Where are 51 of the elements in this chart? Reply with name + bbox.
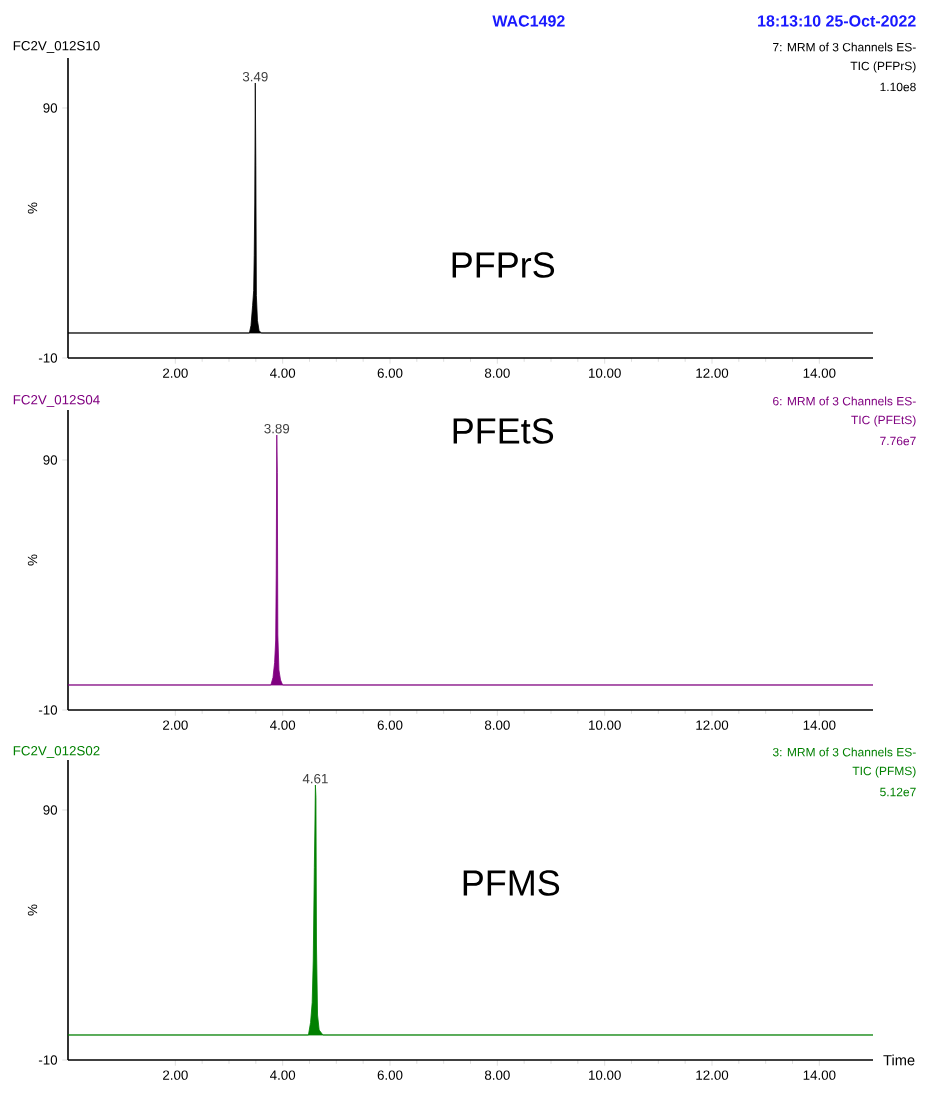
text: 6: MRM of 3 Channels ES- <box>773 396 916 406</box>
chart-subtitle: FC2V_012S02 <box>13 746 100 758</box>
x-tick-label: 6.00 <box>377 368 403 378</box>
annotation: 4.61 <box>302 773 328 784</box>
y-axis-title: % <box>27 904 38 916</box>
x-tick-label: 10.00 <box>589 1070 621 1080</box>
x-tick-label: 12.00 <box>696 1070 729 1080</box>
y-tick-label: 90 <box>43 103 58 113</box>
x-tick-label: 4.00 <box>270 1070 296 1080</box>
text: 7: MRM of 3 Channels ES- <box>773 42 916 52</box>
y-tick-label: -10 <box>38 705 58 715</box>
x-axis-title: Time <box>883 1054 915 1066</box>
chart-title: PFEtS <box>453 418 554 444</box>
x-tick-label: 2.00 <box>163 368 188 378</box>
x-tick-label: 8.00 <box>484 720 510 730</box>
x-tick-label: 10.00 <box>589 368 621 378</box>
y-tick-label: 90 <box>43 805 58 815</box>
x-tick-label: 4.00 <box>270 368 296 378</box>
text: 3: MRM of 3 Channels ES- <box>772 747 916 757</box>
text: 18:13:10 25-Oct-2022 <box>758 15 916 27</box>
x-tick-label: 4.00 <box>270 720 296 730</box>
text: PFPrS <box>452 252 555 278</box>
text: WAC1492 <box>492 15 565 27</box>
x-tick-label: 8.00 <box>484 1070 510 1080</box>
x-tick-label: 8.00 <box>484 368 510 378</box>
x-tick-label: 2.00 <box>163 1070 188 1080</box>
y-axis-title: % <box>27 554 38 566</box>
annotation: 3.49 <box>242 71 268 82</box>
y-axis-title: % <box>27 202 38 214</box>
y-tick-label: -10 <box>38 353 58 363</box>
x-tick-label: 14.00 <box>803 720 836 730</box>
y-tick-label: -10 <box>38 1055 58 1065</box>
text: 5.12e7 <box>880 787 916 797</box>
x-tick-label: 12.00 <box>696 720 729 730</box>
chart-subtitle: FC2V_012S10 <box>13 41 100 53</box>
x-tick-label: 6.00 <box>377 1070 403 1080</box>
x-tick-label: 14.00 <box>803 1070 836 1080</box>
chart-subtitle: FC2V_012S04 <box>13 395 100 407</box>
x-tick-label: 12.00 <box>696 368 729 378</box>
x-tick-label: 6.00 <box>377 720 403 730</box>
x-tick-label: 10.00 <box>589 720 621 730</box>
annotation: TIC (PFEtS) <box>851 415 916 427</box>
text: PFMS <box>463 870 560 896</box>
annotation: TIC (PFPrS) <box>850 61 916 73</box>
text: 1.10e8 <box>880 82 916 92</box>
x-tick-label: 2.00 <box>163 720 188 730</box>
annotation: 3.89 <box>264 423 290 434</box>
y-tick-label: 90 <box>43 455 58 465</box>
x-tick-label: 14.00 <box>803 368 836 378</box>
text: 7.76e7 <box>880 436 916 446</box>
annotation: TIC (PFMS) <box>852 766 916 778</box>
